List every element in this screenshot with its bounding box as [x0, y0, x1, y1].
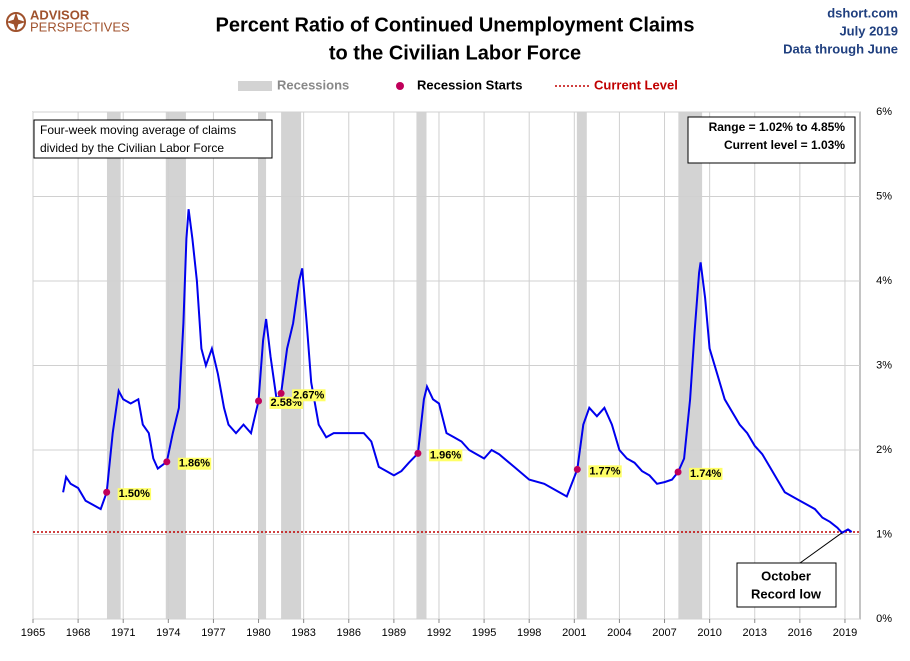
x-tick-label: 2001: [562, 627, 586, 639]
x-tick-label: 1974: [156, 627, 180, 639]
annotation-arrow: [799, 532, 843, 564]
recession-start: [255, 397, 263, 405]
annotation-box: [736, 562, 837, 608]
data-label-bg: [177, 457, 212, 470]
recession-start: [277, 389, 285, 397]
x-tick-label: 1980: [246, 627, 270, 639]
x-tick-label: 1995: [472, 627, 496, 639]
legend-swatch: [396, 82, 404, 90]
annotation: October: [761, 568, 811, 583]
annotation: Range = 1.02% to 4.85%: [709, 120, 846, 134]
x-tick-label: 1986: [337, 627, 361, 639]
legend-label: Recession Starts: [417, 77, 523, 92]
data-label-bg: [292, 389, 326, 402]
annotation-box: [33, 119, 273, 159]
x-tick-label: 1992: [427, 627, 451, 639]
logo-icon: [6, 12, 26, 32]
annotation: Current level = 1.03%: [724, 138, 845, 152]
data-label-bg: [689, 467, 723, 480]
source: dshort.com: [827, 5, 898, 20]
data-label: 1.77%: [589, 465, 620, 477]
data-label-bg: [428, 449, 463, 462]
data-label: 1.50%: [119, 488, 150, 500]
x-tick-label: 1998: [517, 627, 541, 639]
logo-text: ADVISOR: [30, 7, 90, 22]
x-tick-label: 1968: [66, 627, 90, 639]
y-tick-label: 6%: [876, 106, 892, 118]
y-tick-label: 4%: [876, 275, 892, 287]
x-tick-label: 1977: [201, 627, 225, 639]
x-tick-label: 1971: [111, 627, 135, 639]
annotation: Record low: [751, 586, 822, 601]
data-note: Data through June: [783, 41, 898, 56]
data-label-bg: [117, 488, 152, 501]
data-line: [62, 209, 853, 535]
logo: ADVISOR PERSPECTIVES: [6, 7, 130, 34]
recession-start: [163, 458, 171, 466]
legend-label: Recessions: [277, 77, 349, 92]
recession-start: [103, 488, 111, 496]
x-tick-label: 1989: [382, 627, 406, 639]
x-tick-label: 1983: [291, 627, 315, 639]
x-tick-label: 2013: [743, 627, 767, 639]
legend-label: Current Level: [594, 77, 678, 92]
x-tick-label: 2010: [697, 627, 721, 639]
annotation: divided by the Civilian Labor Force: [40, 141, 224, 155]
data-label: 1.96%: [430, 449, 461, 461]
logo-text: PERSPECTIVES: [30, 19, 130, 34]
legend-swatch: [238, 81, 272, 91]
y-tick-label: 2%: [876, 444, 892, 456]
y-tick-label: 3%: [876, 359, 892, 371]
data-label: 1.86%: [179, 458, 210, 470]
chart-title: Percent Ratio of Continued Unemployment …: [216, 14, 695, 36]
x-tick-label: 2007: [652, 627, 676, 639]
data-label: 2.67%: [293, 389, 324, 401]
recession-start: [414, 449, 422, 457]
x-tick-label: 2019: [833, 627, 857, 639]
y-tick-label: 0%: [876, 613, 892, 625]
recession-start: [674, 468, 682, 476]
y-tick-label: 5%: [876, 190, 892, 202]
y-tick-label: 1%: [876, 528, 892, 540]
data-label-bg: [588, 465, 622, 478]
chart-title: to the Civilian Labor Force: [329, 42, 581, 64]
annotation-box: [687, 116, 856, 164]
data-label: 1.74%: [690, 468, 721, 480]
x-tick-label: 2016: [788, 627, 812, 639]
date: July 2019: [839, 23, 898, 38]
x-tick-label: 1965: [21, 627, 45, 639]
x-tick-label: 2004: [607, 627, 631, 639]
recession-start: [573, 465, 581, 473]
annotation: Four-week moving average of claims: [40, 123, 236, 137]
